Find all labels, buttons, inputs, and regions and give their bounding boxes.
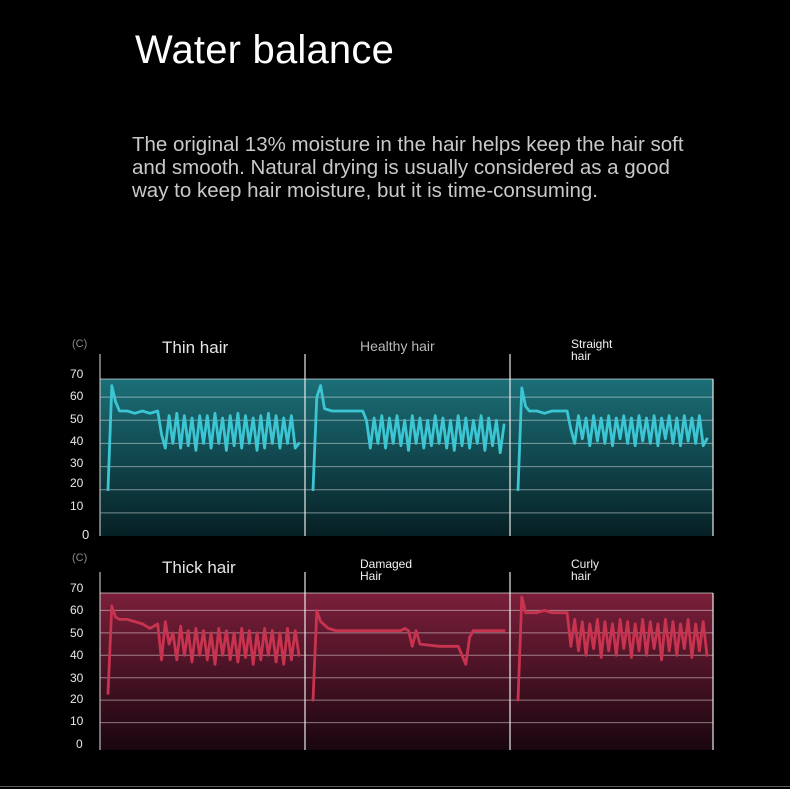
y-tick: 0 [82, 527, 90, 542]
chart-background [100, 379, 713, 536]
series-line-damaged-hair [311, 609, 506, 702]
description-text: The original 13% moisture in the hair he… [132, 133, 684, 202]
y-tick: 70 [70, 581, 84, 595]
y-tick: 50 [70, 412, 84, 426]
y-tick: 70 [70, 367, 84, 381]
series-line-thick-hair [106, 604, 301, 695]
y-tick: 40 [70, 434, 84, 448]
y-tick: 40 [70, 648, 84, 662]
panel-title-healthy-hair: Healthy hair [360, 338, 435, 354]
y-tick: 0 [76, 737, 83, 751]
y-tick: 10 [70, 499, 84, 513]
unit-label: (C) [72, 338, 88, 350]
y-tick: 60 [70, 603, 84, 617]
page-title: Water balance [135, 28, 395, 72]
y-tick: 60 [70, 389, 84, 403]
y-tick: 30 [70, 456, 84, 470]
y-tick: 20 [70, 692, 84, 706]
y-tick: 30 [70, 671, 84, 685]
y-tick: 20 [70, 476, 84, 490]
panel-title-thick-hair: Thick hair [162, 558, 236, 577]
chart-background [100, 593, 713, 750]
panel-title-damaged-hair: Damaged Hair [360, 557, 413, 583]
series-line-straight-hair [516, 386, 709, 492]
unit-label: (C) [72, 552, 88, 564]
panel-title-straight-hair: Straight hair [571, 337, 613, 363]
series-line-thin-hair [106, 384, 301, 492]
bottom-divider [0, 786, 790, 787]
y-tick: 10 [70, 714, 84, 728]
series-line-healthy-hair [311, 384, 506, 492]
panel-title-thin-hair: Thin hair [162, 338, 229, 357]
y-tick: 50 [70, 626, 84, 640]
panel-title-curly-hair: Curly hair [571, 557, 600, 583]
series-line-curly-hair [516, 595, 709, 702]
